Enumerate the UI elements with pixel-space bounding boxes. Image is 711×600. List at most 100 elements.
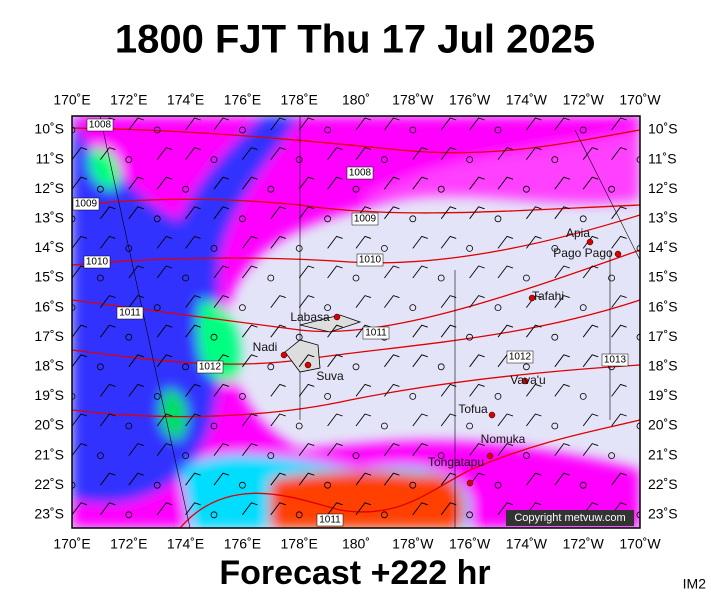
calm-marker	[437, 274, 445, 282]
wind-barb	[327, 176, 343, 190]
wind-barb	[355, 295, 372, 308]
calm-marker	[608, 274, 615, 282]
wind-barb	[384, 354, 400, 368]
lon-label-top: 174˚W	[506, 92, 548, 108]
lon-label-top: 176˚W	[449, 92, 491, 108]
calm-marker	[523, 452, 530, 460]
place-dot	[488, 411, 496, 419]
wind-barb	[72, 324, 88, 338]
wind-barb	[327, 443, 343, 456]
isobar-label: 1012	[509, 352, 532, 363]
wind-barb	[100, 147, 116, 160]
lon-label-bottom: 172˚W	[563, 536, 605, 552]
wind-barb	[582, 235, 599, 249]
wind-barb	[298, 206, 315, 220]
wind-barb	[526, 472, 542, 486]
calm-marker	[494, 481, 502, 489]
wind-barb	[497, 324, 514, 338]
calm-marker	[608, 452, 615, 460]
wind-barb	[128, 117, 144, 131]
wind-barb	[327, 147, 343, 160]
wind-barb	[355, 235, 372, 249]
wind-barb	[213, 472, 230, 486]
calm-marker	[210, 244, 218, 252]
wind-barb	[270, 413, 286, 427]
wind-barb	[497, 265, 514, 279]
calm-marker	[153, 215, 161, 223]
wind-barb	[412, 324, 428, 338]
calm-marker	[182, 452, 190, 460]
calm-marker	[97, 274, 104, 282]
wind-barb	[526, 383, 542, 397]
title: 1800 FJT Thu 17 Jul 2025	[115, 18, 595, 62]
isobar-label: 1011	[365, 328, 387, 339]
calm-marker	[579, 481, 587, 489]
wind-barb	[582, 354, 599, 368]
place-label: Tofua	[458, 402, 488, 416]
calm-marker	[238, 215, 246, 223]
calm-marker	[238, 126, 246, 134]
wind-barb	[355, 147, 372, 160]
calm-marker	[409, 392, 417, 400]
lat-label-left: 14˚S	[34, 239, 64, 255]
wind-barb	[355, 324, 372, 338]
wind-barb	[611, 295, 627, 308]
place-dot	[333, 313, 341, 321]
wind-barb	[298, 265, 315, 279]
lon-label-bottom: 176˚E	[224, 536, 261, 552]
wind-barb	[100, 502, 116, 516]
wind-barb	[156, 502, 173, 516]
lat-label-left: 17˚S	[34, 328, 64, 344]
calm-marker	[97, 452, 104, 460]
lat-label-left: 13˚S	[34, 210, 64, 226]
lat-label-right: 22˚S	[648, 476, 678, 492]
calm-marker	[125, 244, 133, 252]
wind-barb	[384, 295, 400, 308]
calm-marker	[494, 392, 502, 400]
calm-marker	[210, 333, 218, 341]
copyright-box	[506, 510, 634, 526]
wind-barb	[412, 176, 428, 190]
wind-barb	[72, 235, 88, 249]
calm-marker	[437, 185, 445, 193]
lon-label-bottom: 174˚E	[167, 536, 204, 552]
map-frame	[71, 115, 641, 529]
wind-barb	[440, 117, 457, 131]
wind-barb	[611, 472, 627, 486]
isobar-label-box	[506, 350, 534, 364]
wind-barb	[554, 383, 570, 397]
wind-barb	[611, 206, 627, 220]
calm-marker	[295, 511, 303, 519]
wind-barb	[355, 502, 372, 516]
isobar-label-box	[72, 197, 100, 211]
wind-barb	[128, 472, 144, 486]
wind-barb	[611, 117, 627, 131]
wind-barb	[100, 324, 116, 338]
wind-barb	[242, 413, 258, 427]
wind-barb	[270, 147, 286, 160]
wind-barb	[298, 472, 315, 486]
place-label: Nomuka	[481, 432, 526, 446]
lat-label-left: 23˚S	[34, 506, 64, 522]
place-label: Tafahi	[532, 289, 564, 303]
wind-barb	[497, 443, 514, 456]
isobar-label: 1013	[604, 355, 627, 366]
lat-label-left: 18˚S	[34, 358, 64, 374]
calm-marker	[494, 215, 502, 223]
place-label: Nadi	[253, 340, 278, 354]
calm-marker	[494, 126, 502, 134]
wind-barb	[185, 235, 201, 249]
calm-marker	[636, 511, 640, 519]
calm-marker	[523, 363, 530, 371]
lat-label-right: 13˚S	[648, 210, 678, 226]
calm-marker	[523, 185, 530, 193]
wind-barb	[156, 413, 173, 427]
wind-barb	[72, 502, 88, 516]
wind-barb	[185, 413, 201, 427]
place-dot	[304, 361, 312, 369]
copyright: Copyright metvuw.com	[514, 512, 625, 524]
wind-barb	[270, 235, 286, 249]
wind-barb	[412, 265, 428, 279]
wind-barb	[270, 206, 286, 220]
